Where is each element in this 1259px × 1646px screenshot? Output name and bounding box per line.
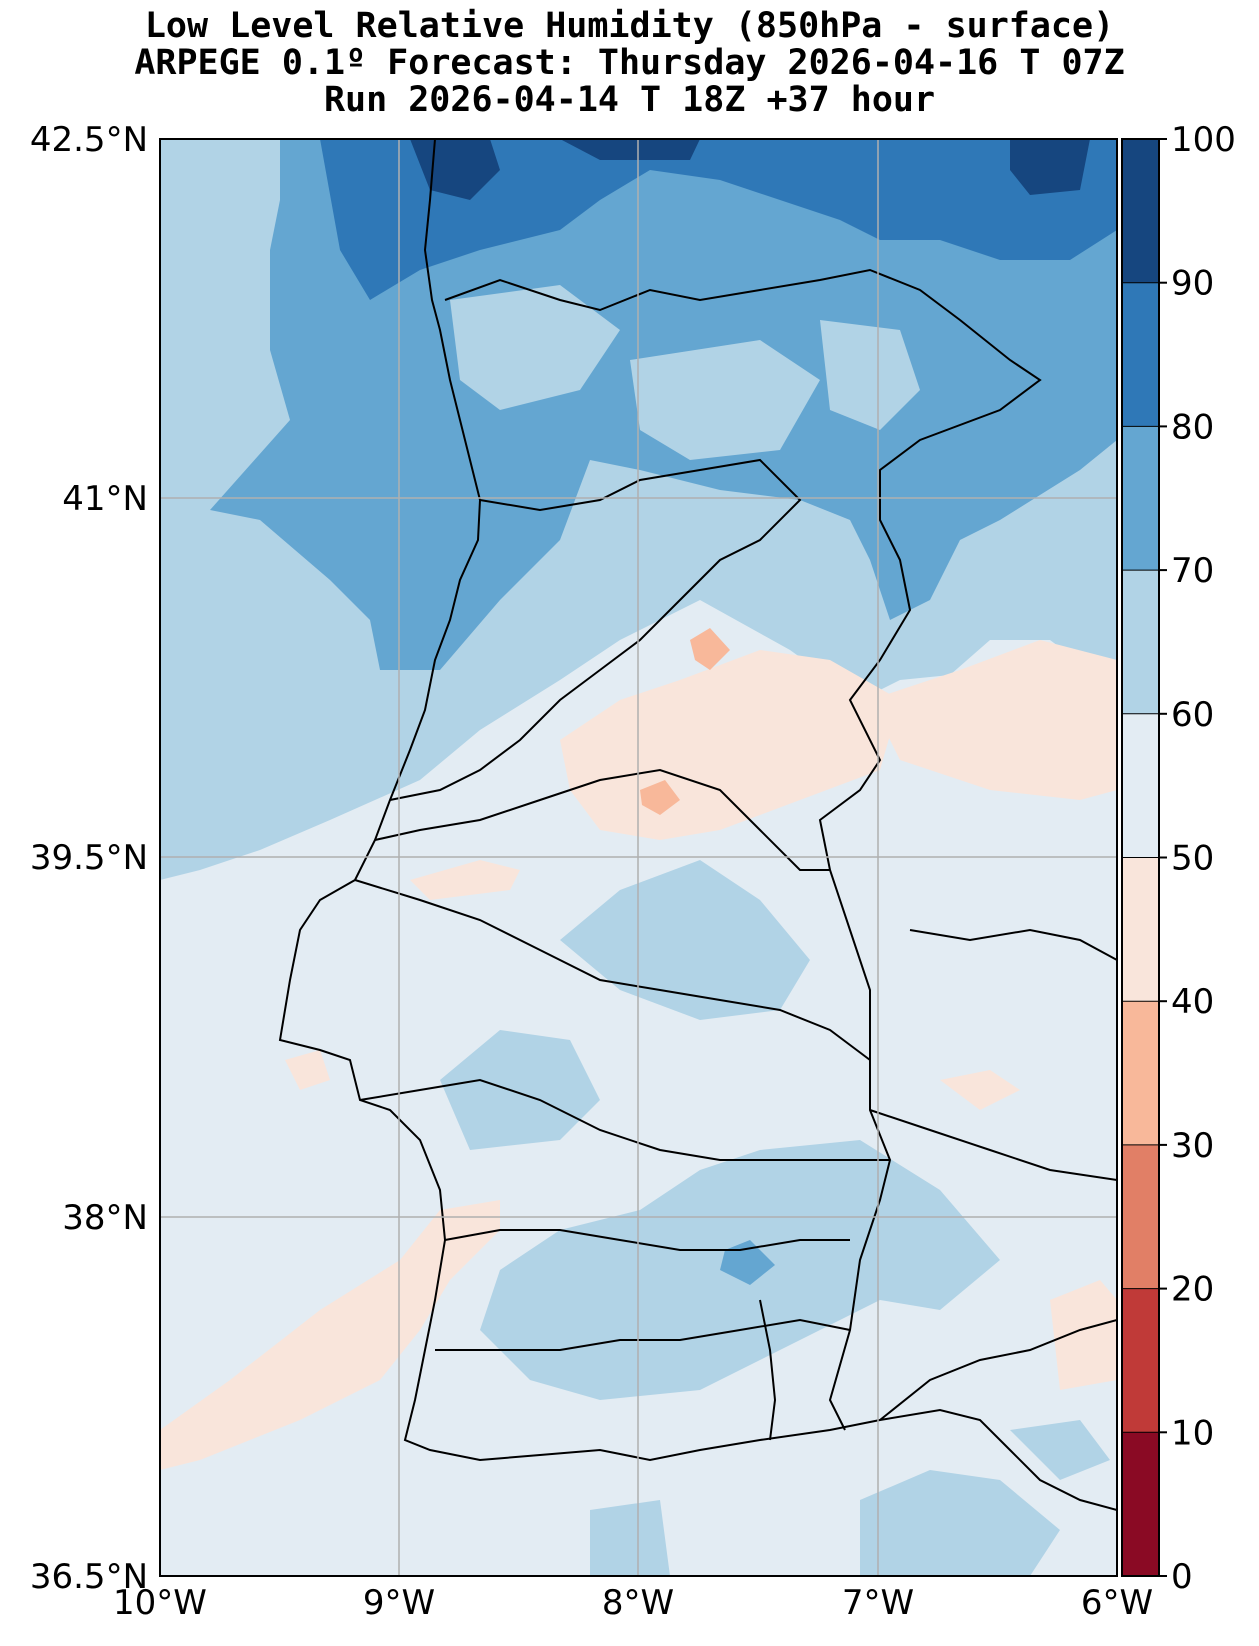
field-80-90-north	[320, 139, 1117, 300]
colorbar-tick-label: 40	[1171, 982, 1214, 1022]
colorbar-tick-label: 30	[1171, 1126, 1214, 1166]
lat-axis: 42.5°N 41°N 39.5°N 38°N 36.5°N	[30, 120, 148, 1597]
field-60-70-central	[560, 860, 810, 1020]
regional-border-7	[759, 1299, 777, 1441]
field-70-80-south-spot	[720, 1240, 775, 1285]
regional-border-6	[435, 1318, 851, 1351]
colorbar-band	[1122, 857, 1159, 1002]
field-70-80-north-hole	[450, 285, 920, 460]
colorbar	[1122, 139, 1159, 1577]
lon-axis: 10°W 9°W 8°W 7°W 6°W	[113, 1583, 1153, 1623]
lat-tick-label: 36.5°N	[30, 1557, 148, 1597]
regional-border-10	[909, 928, 1117, 961]
lon-tick-label: 6°W	[1081, 1583, 1153, 1623]
field-60-70-sw	[440, 1030, 600, 1150]
colorbar-band	[1122, 282, 1159, 427]
colorbar-band	[1122, 713, 1159, 858]
regional-border-3	[354, 879, 871, 1061]
colorbar-tick-label: 20	[1171, 1270, 1214, 1310]
colorbar-tick-label: 60	[1171, 695, 1214, 735]
lon-tick-label: 7°W	[842, 1583, 914, 1623]
colorbar-band	[1122, 1144, 1159, 1290]
colorbar-tick-label: 0	[1171, 1557, 1193, 1597]
colorbar-tick-label: 90	[1171, 264, 1214, 304]
title-line-3: Run 2026-04-14 T 18Z +37 hour	[323, 80, 936, 120]
lon-tick-label: 8°W	[602, 1583, 674, 1623]
colorbar-tick-label: 100	[1171, 120, 1236, 160]
regional-border-1	[389, 458, 802, 801]
lat-tick-label: 38°N	[62, 1198, 148, 1238]
chart-title: Low Level Relative Humidity (850hPa - su…	[0, 8, 1259, 119]
field-40-50-west	[160, 1200, 500, 1470]
lat-tick-label: 39.5°N	[30, 838, 148, 878]
coastline	[278, 139, 1117, 1511]
field-60-70-se	[590, 1420, 1110, 1576]
title-line-2: ARPEGE 0.1º Forecast: Thursday 2026-04-1…	[134, 43, 1125, 83]
regional-border-5	[444, 1229, 850, 1251]
title-line-1: Low Level Relative Humidity (850hPa - su…	[144, 6, 1115, 46]
field-90-100-north	[410, 139, 1090, 200]
colorbar-band	[1122, 1432, 1159, 1577]
colorbar-tick-label: 70	[1171, 551, 1214, 591]
lon-tick-label: 10°W	[113, 1583, 207, 1623]
field-30-40-spots	[640, 628, 730, 815]
lat-tick-label: 42.5°N	[30, 120, 148, 160]
gridlines	[160, 139, 1117, 1576]
colorbar-tick-label: 80	[1171, 407, 1214, 447]
colorbar-band	[1122, 139, 1159, 284]
regional-border-8	[879, 1319, 1117, 1421]
coastline-borders	[278, 139, 1117, 1511]
colorbar-tick-label: 50	[1171, 839, 1214, 879]
colorbar-band	[1122, 570, 1159, 715]
map-frame	[159, 138, 1118, 1577]
regional-border-9	[869, 1109, 1117, 1181]
regional-border-2	[374, 768, 830, 871]
lat-tick-label: 41°N	[62, 479, 148, 519]
colorbar-band	[1122, 1001, 1159, 1146]
lon-tick-label: 9°W	[363, 1583, 435, 1623]
regional-border-4	[359, 1078, 890, 1161]
field-40-50-east	[870, 640, 1117, 800]
colorbar-band	[1122, 1288, 1159, 1433]
colorbar-band	[1122, 426, 1159, 571]
national-border	[444, 268, 1042, 1431]
colorbar-tick-label: 10	[1171, 1413, 1214, 1453]
